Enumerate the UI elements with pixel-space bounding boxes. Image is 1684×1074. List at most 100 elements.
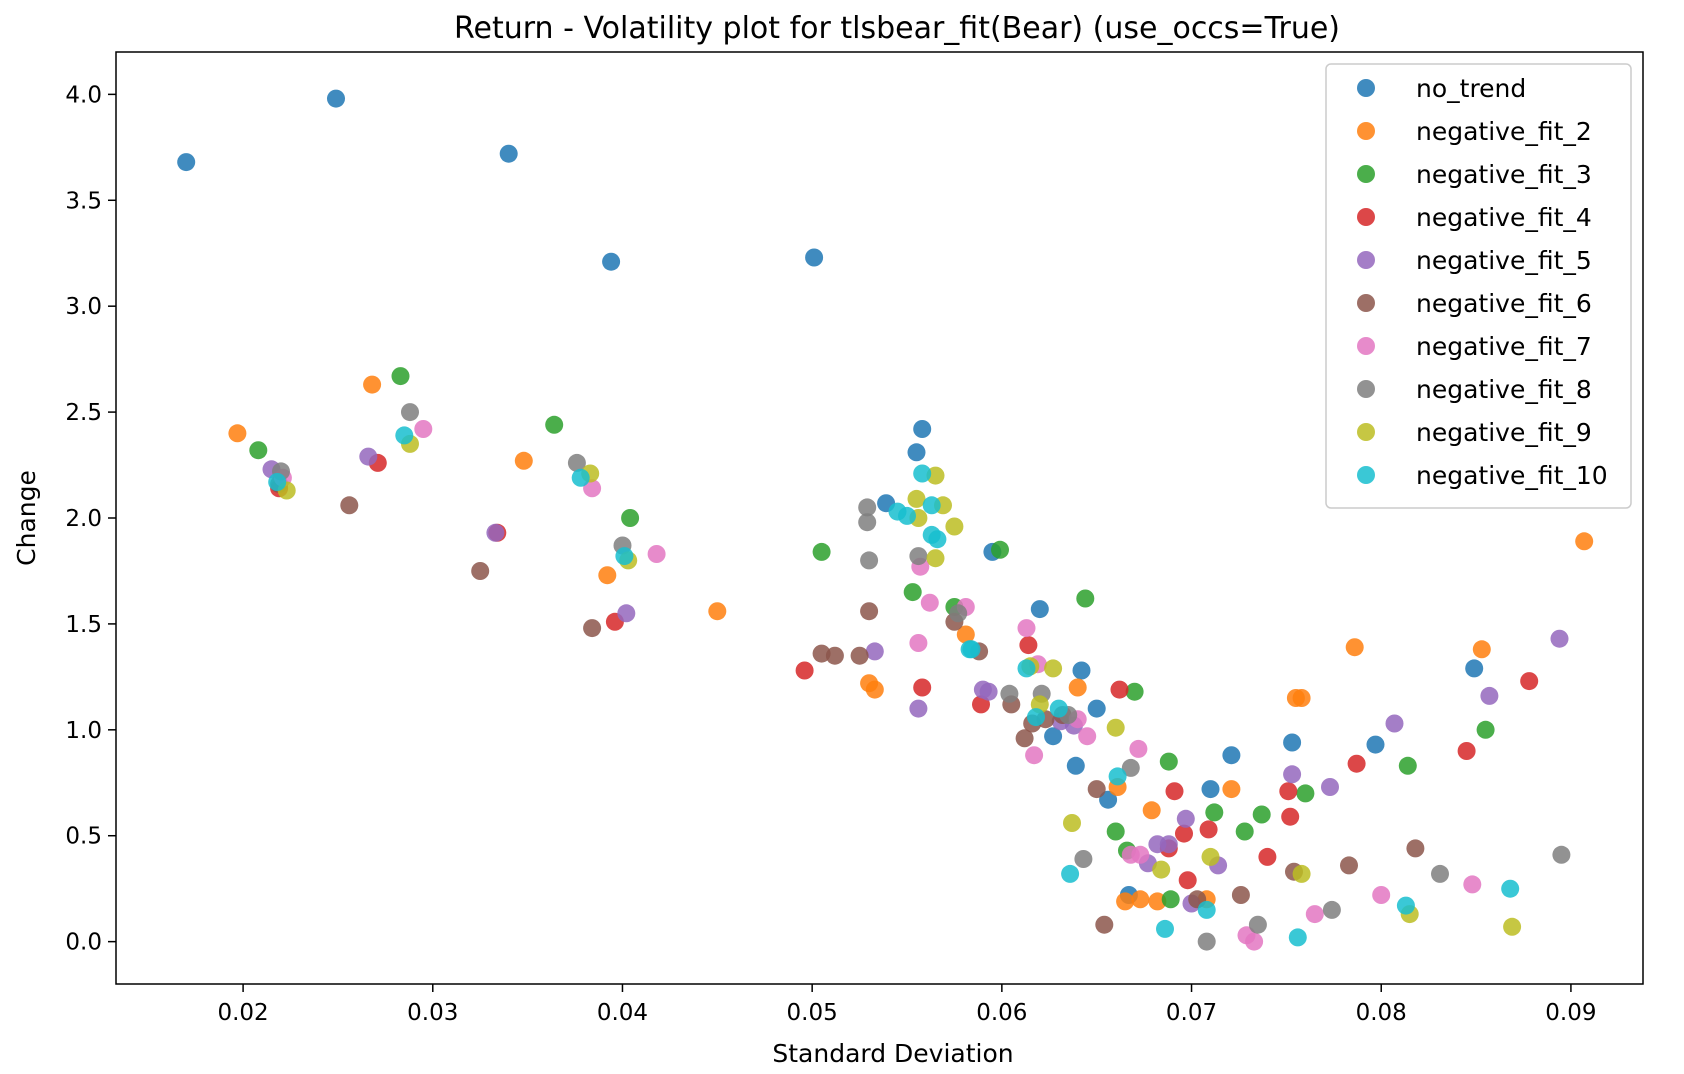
point-negative-fit-10-6 [913,464,932,483]
point-negative-fit-6-16 [1095,915,1114,934]
legend-label: negative_fit_8 [1416,375,1592,404]
point-negative-fit-6-20 [1340,856,1358,875]
point-negative-fit-3-7 [991,540,1009,559]
point-no-trend-11 [1066,756,1085,775]
point-negative-fit-10-5 [898,506,916,525]
point-negative-fit-2-17 [1292,689,1311,707]
point-no-trend-13 [1087,699,1106,718]
point-negative-fit-3-0 [249,441,268,460]
point-negative-fit-6-18 [1231,886,1250,904]
point-negative-fit-9-6 [926,466,945,485]
point-negative-fit-6-6 [850,646,869,665]
point-negative-fit-5-12 [1159,835,1178,854]
point-negative-fit-10-20 [1396,896,1415,915]
point-negative-fit-4-16 [1281,807,1300,826]
y-tick-label: 0.5 [65,824,102,850]
point-no-trend-2 [499,144,518,163]
point-negative-fit-7-15 [1131,845,1150,864]
point-no-trend-18 [1283,733,1302,752]
point-negative-fit-3-4 [812,542,831,561]
point-negative-fit-2-2 [514,451,533,470]
point-negative-fit-6-7 [860,602,879,621]
point-negative-fit-7-12 [1078,727,1097,746]
point-no-trend-19 [1366,735,1385,754]
point-negative-fit-10-0 [268,473,287,491]
points-layer [177,89,1594,951]
x-tick-label: 0.06 [976,1000,1027,1026]
point-negative-fit-2-11 [1131,890,1150,909]
point-no-trend-4 [805,248,824,267]
legend-item-negative-fit-5: negative_fit_5 [1357,246,1592,275]
x-tick-label: 0.08 [1356,1000,1407,1026]
point-negative-fit-8-8 [949,604,968,623]
y-tick-label: 2.0 [65,506,102,532]
point-negative-fit-3-1 [391,367,410,386]
point-negative-fit-7-4 [909,634,928,652]
point-negative-fit-3-8 [1076,589,1095,608]
point-negative-fit-5-1 [359,447,378,466]
point-negative-fit-7-19 [1372,886,1391,904]
point-negative-fit-2-12 [1142,801,1161,820]
point-negative-fit-3-18 [1398,756,1417,775]
legend-marker [1357,165,1375,183]
point-negative-fit-6-3 [583,619,602,638]
point-negative-fit-10-3 [615,547,634,566]
point-negative-fit-6-2 [471,562,490,580]
point-negative-fit-2-0 [228,424,247,443]
legend-marker [1357,423,1375,441]
point-negative-fit-5-18 [1385,714,1404,733]
point-negative-fit-5-19 [1480,686,1499,705]
point-no-trend-1 [327,89,345,108]
y-axis-ticks: 0.0 0.5 1.0 1.5 2.0 2.5 3.0 3.5 4.0 [65,82,116,956]
point-no-trend-16 [1201,780,1220,799]
legend-label: negative_fit_2 [1416,117,1592,146]
point-negative-fit-10-7 [922,496,941,515]
point-negative-fit-4-7 [1019,636,1038,655]
point-no-trend-9 [1030,600,1049,619]
point-negative-fit-6-11 [1015,729,1034,748]
legend-marker [1357,466,1375,484]
point-negative-fit-7-8 [1017,619,1036,638]
legend-label: negative_fit_4 [1416,203,1592,232]
point-no-trend-6 [907,443,926,462]
y-tick-label: 1.5 [65,612,102,638]
point-negative-fit-5-2 [486,523,505,542]
x-tick-label: 0.09 [1545,1000,1596,1026]
point-negative-fit-2-19 [1472,640,1491,659]
point-negative-fit-8-1 [401,403,419,422]
legend-label: negative_fit_10 [1416,461,1608,490]
y-tick-label: 0.0 [65,930,102,956]
x-tick-label: 0.07 [1166,1000,1217,1026]
legend-item-negative-fit-3: negative_fit_3 [1357,160,1592,189]
point-negative-fit-4-10 [1165,782,1184,801]
point-negative-fit-4-11 [1175,824,1193,843]
legend-marker [1357,208,1375,226]
x-axis-label: Standard Deviation [772,1039,1013,1068]
point-negative-fit-5-20 [1550,629,1569,648]
point-negative-fit-7-20 [1463,875,1482,894]
point-negative-fit-3-19 [1476,720,1495,739]
point-negative-fit-8-6 [860,551,879,570]
point-negative-fit-2-3 [598,566,617,585]
point-negative-fit-10-11 [962,640,981,659]
point-negative-fit-2-10 [1116,892,1135,911]
point-negative-fit-7-14 [1129,739,1148,758]
point-negative-fit-5-17 [1321,778,1339,796]
legend-item-negative-fit-9: negative_fit_9 [1357,418,1592,447]
point-negative-fit-2-1 [363,375,382,394]
point-negative-fit-2-7 [956,625,975,644]
legend-marker [1357,337,1375,355]
legend-marker [1357,380,1375,398]
point-negative-fit-7-2 [583,479,602,498]
point-negative-fit-5-16 [1283,765,1302,784]
point-negative-fit-6-5 [825,646,844,665]
point-negative-fit-3-2 [545,415,564,434]
legend-label: negative_fit_6 [1416,289,1592,318]
point-negative-fit-5-7 [979,682,998,701]
point-negative-fit-6-15 [1087,780,1106,799]
legend-item-negative-fit-8: negative_fit_8 [1357,375,1592,404]
legend-box [1325,63,1632,509]
x-tick-label: 0.02 [217,1000,268,1026]
point-negative-fit-4-17 [1347,754,1366,773]
